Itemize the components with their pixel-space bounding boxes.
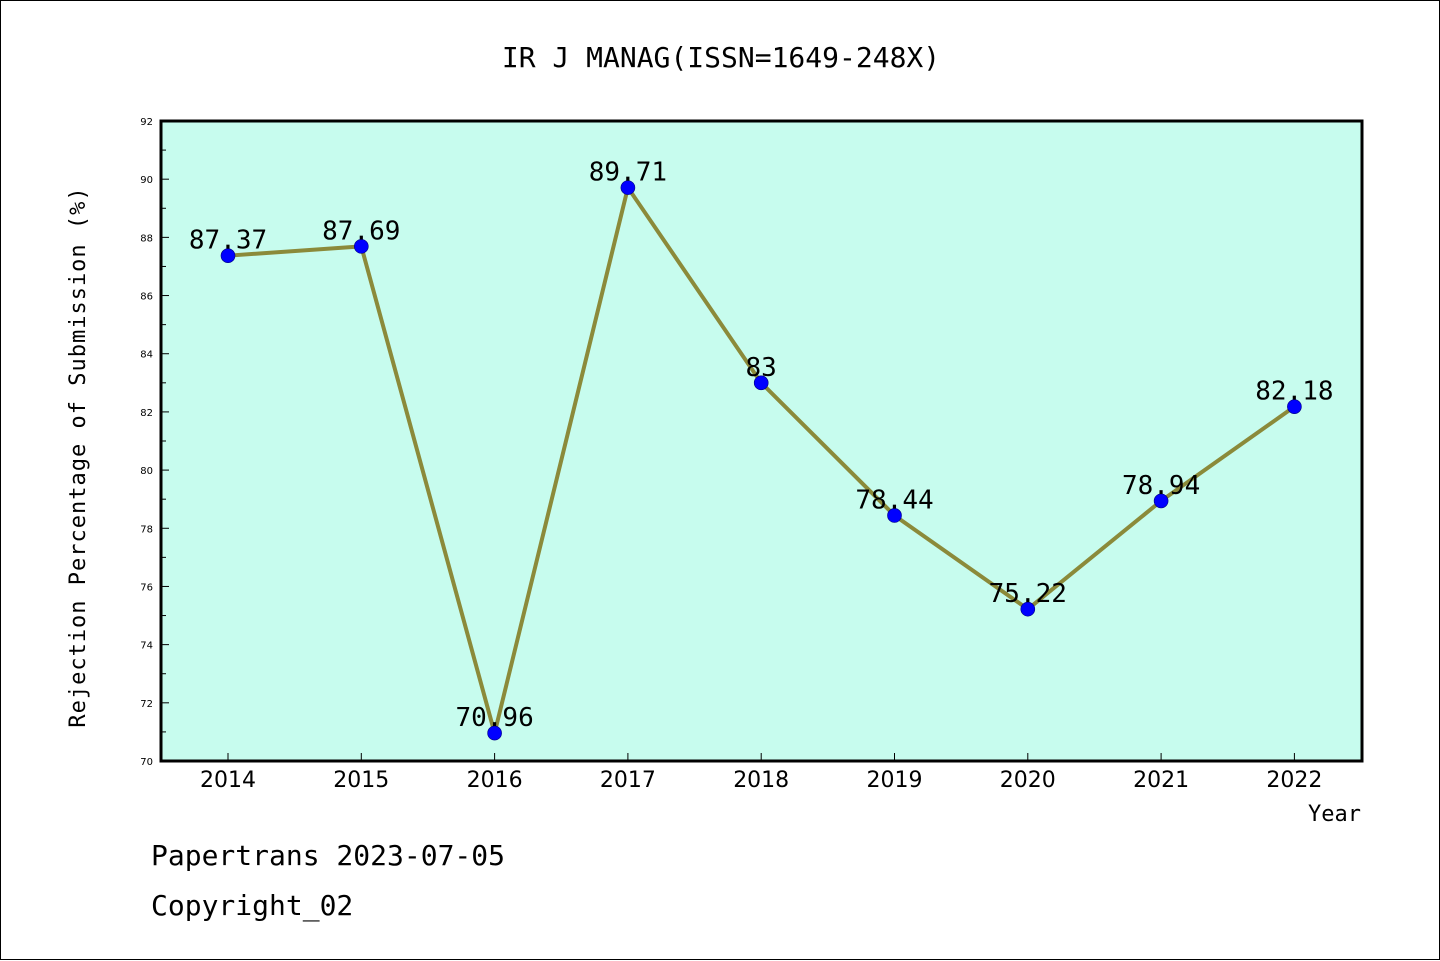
series-group bbox=[220, 180, 1302, 741]
y-axis-label: Rejection Percentage of Submission (%) bbox=[66, 186, 91, 727]
data-value-label: 70.96 bbox=[455, 703, 533, 733]
data-value-label: 87.37 bbox=[189, 226, 267, 256]
data-point-marker bbox=[220, 248, 236, 263]
y-tick-label: 92 bbox=[140, 117, 153, 128]
x-tick-label: 2021 bbox=[1133, 768, 1189, 793]
x-tick-label: 2016 bbox=[467, 768, 523, 793]
data-value-label: 83 bbox=[746, 353, 777, 383]
x-tick-label: 2020 bbox=[1000, 768, 1056, 793]
y-tick-label: 90 bbox=[140, 175, 153, 186]
y-tick-label: 84 bbox=[140, 350, 153, 361]
x-tick-label: 2019 bbox=[867, 768, 923, 793]
x-tick-label: 2018 bbox=[733, 768, 789, 793]
y-tick-label: 82 bbox=[140, 408, 153, 419]
y-tick-label: 72 bbox=[140, 699, 153, 710]
x-axis-ticks: 2014 2015 2016 2017 2018 2019 2020 2021 2022 bbox=[200, 753, 1322, 793]
data-value-label: 87.69 bbox=[322, 216, 400, 246]
y-axis-ticks: 70 72 74 76 78 80 82 84 86 88 90 92 bbox=[140, 117, 169, 768]
x-axis-label: Year bbox=[1308, 802, 1361, 827]
data-point-marker bbox=[1287, 399, 1302, 414]
data-point-marker bbox=[620, 180, 636, 195]
x-tick-label: 2014 bbox=[200, 768, 256, 793]
y-tick-label: 86 bbox=[140, 292, 153, 303]
y-tick-label: 74 bbox=[140, 641, 153, 652]
data-value-label: 78.94 bbox=[1122, 471, 1200, 501]
y-tick-label: 88 bbox=[140, 233, 153, 244]
x-tick-label: 2017 bbox=[600, 768, 656, 793]
data-value-label: 82.18 bbox=[1255, 377, 1333, 407]
x-tick-label: 2015 bbox=[333, 768, 389, 793]
data-value-label: 89.71 bbox=[589, 158, 667, 188]
data-value-label: 75.22 bbox=[989, 579, 1067, 609]
data-point-marker bbox=[1153, 493, 1169, 509]
data-point-marker bbox=[487, 725, 502, 741]
data-point-marker bbox=[353, 239, 369, 254]
y-tick-label: 70 bbox=[140, 757, 153, 768]
data-point-marker bbox=[753, 375, 769, 391]
x-tick-label: 2022 bbox=[1266, 768, 1322, 793]
data-value-label: 78.44 bbox=[855, 485, 933, 515]
y-tick-label: 80 bbox=[140, 466, 153, 477]
y-tick-label: 78 bbox=[140, 524, 153, 535]
footer-papertrans-date: Papertrans 2023-07-05 bbox=[151, 839, 505, 872]
data-point-marker bbox=[887, 508, 902, 523]
data-labels: 87.37 87.69 70.96 89.71 83 78.44 75.22 78.94 82.… bbox=[189, 158, 1334, 733]
data-point-marker bbox=[1020, 601, 1036, 617]
chart-title: IR J MANAG(ISSN=1649-248X) bbox=[502, 41, 940, 74]
footer-copyright: Copyright_02 bbox=[151, 889, 353, 923]
y-tick-label: 76 bbox=[140, 582, 153, 593]
plot-area bbox=[159, 119, 1364, 763]
